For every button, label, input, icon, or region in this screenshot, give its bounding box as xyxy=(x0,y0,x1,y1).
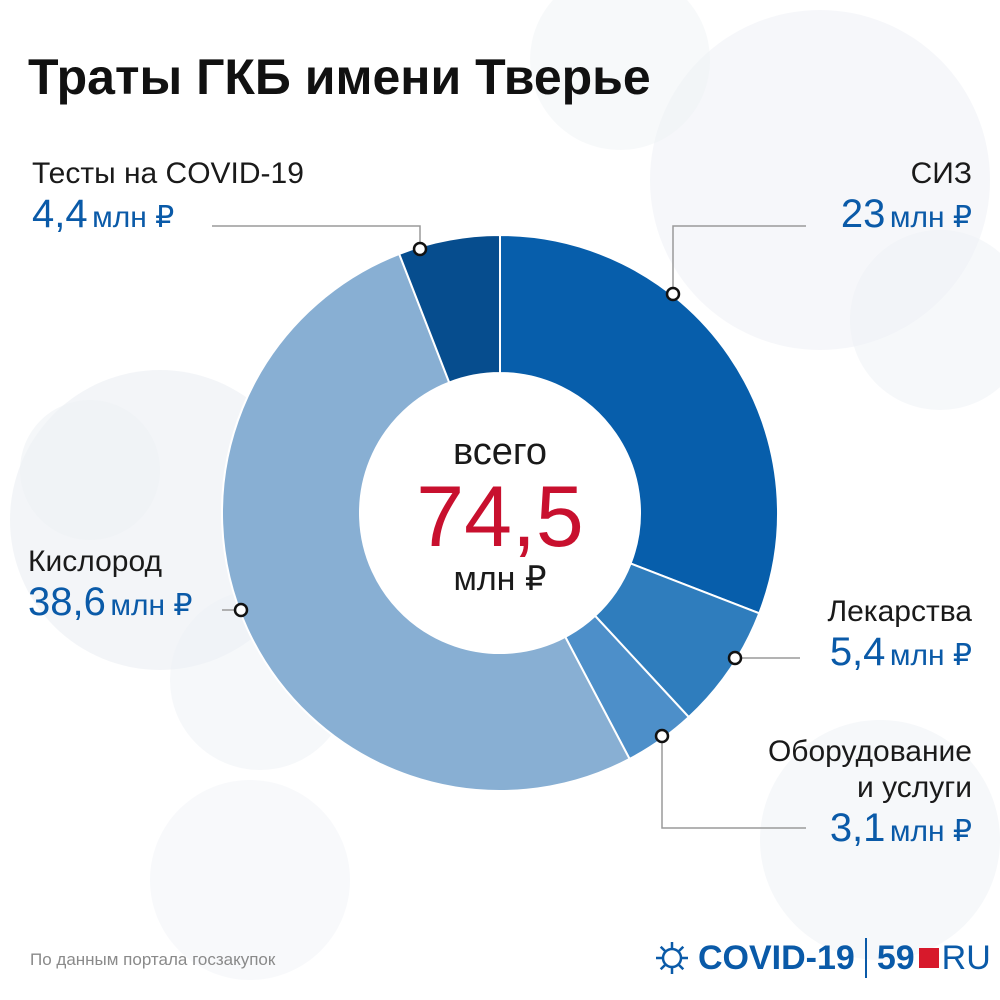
brand-covid: COVID-19 xyxy=(698,938,855,977)
center-top: всего xyxy=(452,431,548,473)
label-siz-value: 23 xyxy=(840,192,886,236)
virus-icon xyxy=(656,942,688,974)
leader-equip xyxy=(661,736,806,829)
label-drugs-name: Лекарства xyxy=(827,595,972,628)
page-title: Траты ГКБ имени Тверье xyxy=(28,49,651,105)
label-tests-name: Тесты на COVID-19 xyxy=(32,157,304,190)
leader-siz xyxy=(672,225,806,294)
label-oxygen-value: 38,6 xyxy=(28,580,106,624)
brand-ru: RU xyxy=(941,938,991,977)
label-siz-name: СИЗ xyxy=(910,157,972,190)
dot-equip xyxy=(654,728,670,744)
label-equip-name-1: Оборудование xyxy=(767,735,972,768)
slice-сиз xyxy=(499,233,779,615)
label-oxygen-name: Кислород xyxy=(28,545,162,578)
label-equip-value: 3,1 xyxy=(829,806,886,850)
label-equip-name-2: и услуги xyxy=(857,771,972,804)
label-equip-unit: млн ₽ xyxy=(889,815,972,848)
label-tests: Тесты на COVID-19 4,4 млн ₽ xyxy=(32,156,304,245)
center-total: всего 74,5 млн ₽ xyxy=(360,430,640,598)
dot-drugs xyxy=(727,650,743,666)
brand-59: 59 xyxy=(876,938,915,977)
brand-separator xyxy=(864,938,867,978)
label-tests-value: 4,4 xyxy=(32,192,88,236)
label-oxygen: Кислород 38,6 млн ₽ xyxy=(28,544,192,633)
leader-tests xyxy=(212,225,421,249)
label-equip: Оборудование и услуги 3,1 млн ₽ xyxy=(768,734,972,859)
label-tests-unit: млн ₽ xyxy=(92,201,175,234)
dot-siz xyxy=(665,286,681,302)
label-siz-unit: млн ₽ xyxy=(889,201,972,234)
brand-square-icon xyxy=(918,948,939,968)
label-drugs-unit: млн ₽ xyxy=(889,639,972,672)
label-siz: СИЗ 23 млн ₽ xyxy=(841,156,972,245)
label-drugs-value: 5,4 xyxy=(829,630,886,674)
dot-oxygen xyxy=(233,602,249,618)
slice-кислород xyxy=(221,252,631,792)
brand-logo: COVID-19 59 RU xyxy=(654,936,991,980)
label-drugs: Лекарства 5,4 млн ₽ xyxy=(827,594,972,683)
label-oxygen-unit: млн ₽ xyxy=(110,589,193,622)
slice-тесты-на-covid-19 xyxy=(397,233,501,384)
center-unit: млн ₽ xyxy=(453,560,547,598)
dot-tests xyxy=(412,241,428,257)
source-note: По данным портала госзакупок xyxy=(30,950,276,969)
center-value: 74,5 xyxy=(416,469,584,565)
